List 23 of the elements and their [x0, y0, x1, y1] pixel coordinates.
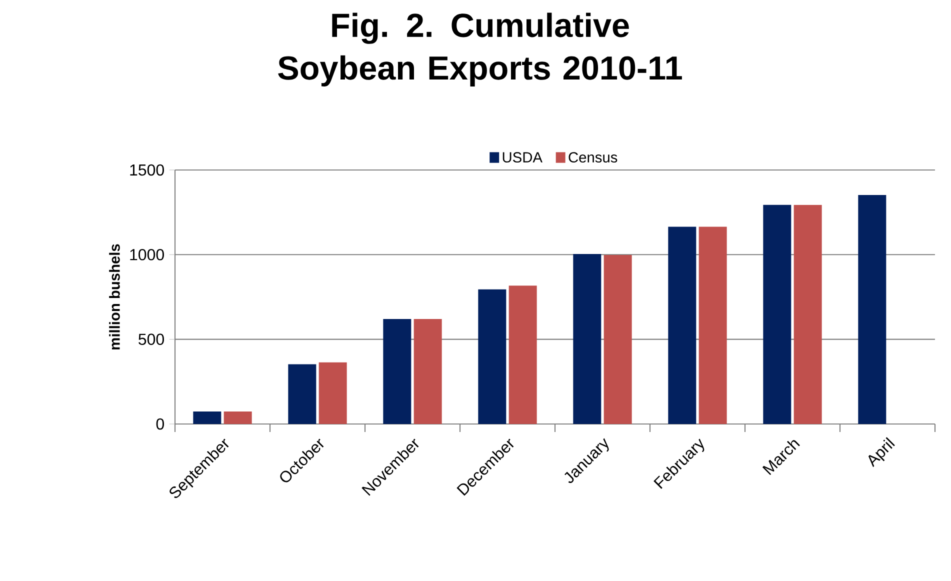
legend-label: Census: [568, 152, 618, 163]
chart-title: Fig. 2. Cumulative Soybean Exports 2010-11: [278, 12, 682, 86]
bar: [193, 411, 222, 424]
bar: [698, 226, 727, 424]
bar: [604, 254, 632, 424]
bar: [508, 286, 537, 424]
bar: [668, 226, 696, 424]
bar: [288, 364, 316, 424]
bar: [763, 204, 792, 424]
bar: [414, 319, 442, 424]
bar: [794, 204, 822, 424]
y-tick-label: 1500: [130, 164, 164, 176]
bar: [858, 195, 886, 424]
y-tick-label: 0: [156, 418, 164, 430]
y-tick-label: 500: [138, 334, 164, 345]
bar: [478, 289, 506, 424]
bar: [573, 254, 602, 424]
bar: [383, 319, 412, 424]
bar: [224, 411, 252, 424]
legend-label: USDA: [502, 152, 542, 163]
y-tick-label: 1000: [130, 248, 164, 260]
y-axis-title: million bushels: [109, 244, 120, 350]
bar: [318, 362, 347, 424]
